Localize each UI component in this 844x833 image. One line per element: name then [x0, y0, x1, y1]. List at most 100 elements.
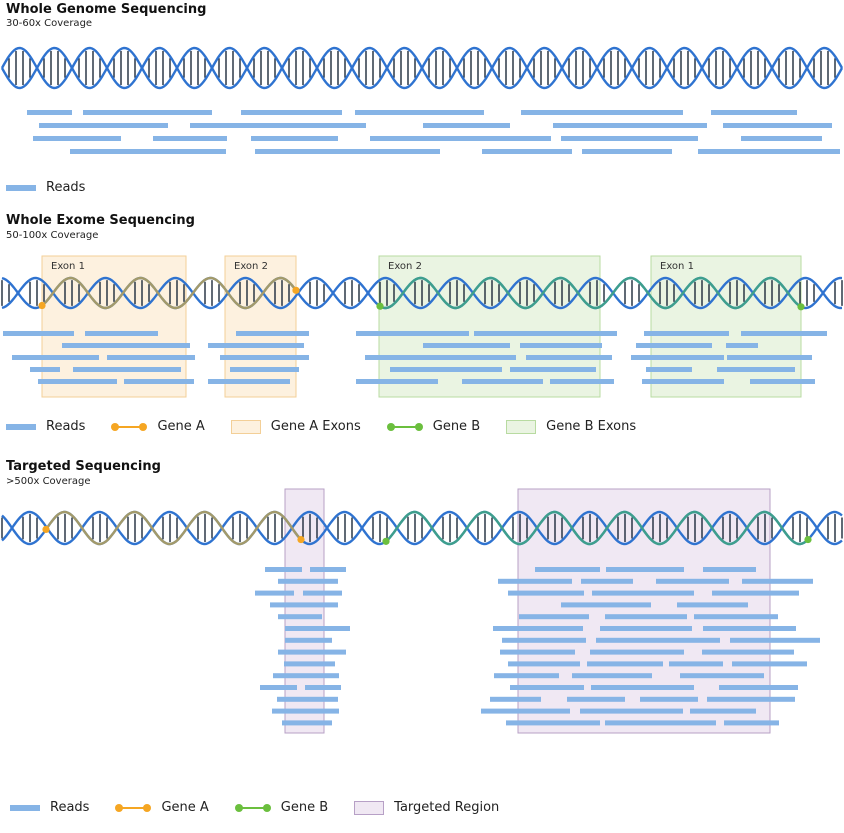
read [208, 379, 290, 384]
dna-strand [0, 46, 844, 90]
read [742, 578, 813, 584]
read [494, 673, 559, 679]
read [190, 123, 366, 128]
read [62, 343, 190, 348]
read [723, 123, 832, 128]
read [270, 602, 338, 608]
read [70, 149, 226, 154]
read [493, 626, 583, 631]
gene-b-strand [379, 276, 801, 310]
read [482, 149, 572, 154]
dna-strand [1, 510, 843, 546]
legend-gene-b-exons-label: Gene B Exons [546, 419, 637, 434]
legend-reads: Reads [10, 800, 89, 815]
read [230, 367, 299, 372]
read [680, 673, 764, 679]
legend-reads: Reads [6, 419, 85, 434]
read [677, 602, 748, 608]
read [83, 110, 212, 115]
gene-b-strand [385, 510, 809, 546]
read [631, 355, 724, 360]
read [208, 343, 304, 348]
read [580, 708, 683, 714]
read [520, 343, 602, 348]
wes-title: Whole Exome Sequencing [6, 213, 195, 228]
read [251, 136, 338, 141]
read [707, 696, 795, 702]
read [153, 136, 227, 141]
read [27, 110, 72, 115]
read [220, 355, 309, 360]
read [712, 590, 799, 596]
read [591, 685, 694, 690]
read [33, 136, 121, 141]
read [711, 110, 797, 115]
read [30, 367, 60, 372]
gene-b-start-dot [376, 302, 384, 310]
read [365, 355, 516, 360]
read [278, 614, 322, 620]
exon-label: Exon 2 [234, 261, 268, 272]
legend-gene-b: Gene B [234, 800, 328, 815]
read [703, 567, 756, 572]
read [646, 367, 692, 372]
read [741, 136, 822, 141]
dna-helices [0, 46, 844, 546]
reads-swatch [6, 184, 36, 191]
read [703, 626, 796, 631]
read [510, 685, 584, 690]
read [526, 355, 612, 360]
read [38, 379, 117, 384]
legend-targeted-region: Targeted Region [354, 800, 499, 815]
legend-gene-a: Gene A [115, 800, 209, 815]
read [510, 367, 596, 372]
read [282, 720, 332, 726]
exon-box [224, 255, 297, 398]
read [606, 567, 684, 572]
gene-a-end-dot [297, 535, 305, 544]
reads-swatch [10, 804, 40, 811]
gene-b-end-dot [804, 535, 812, 544]
read [356, 331, 469, 336]
read [285, 637, 332, 643]
read [481, 708, 570, 714]
read [508, 590, 584, 596]
gene-a-start-dot [38, 301, 46, 310]
read [390, 367, 502, 372]
legend-targeted-region-label: Targeted Region [394, 800, 500, 815]
read [39, 123, 168, 128]
wes-legend: Reads Gene A Gene A Exons Gene B Gene B … [6, 419, 662, 434]
read [490, 696, 541, 702]
read [717, 367, 795, 372]
read [255, 149, 440, 154]
gene-a-exons-swatch [230, 419, 261, 434]
wgs-title: Whole Genome Sequencing [6, 2, 207, 17]
legend-gene-a: Gene A [111, 419, 205, 434]
read [656, 578, 729, 584]
legend-reads: Reads [6, 180, 85, 195]
exon-label: Exon 1 [51, 261, 85, 272]
read [272, 708, 339, 714]
read [590, 649, 684, 655]
gene-b-end-dot [797, 303, 805, 311]
exon-label: Exon 1 [660, 261, 694, 272]
legend-gene-b-exons: Gene B Exons [506, 419, 636, 434]
wgs-legend: Reads [6, 180, 111, 195]
gene-b-start-dot [382, 537, 390, 545]
read [669, 661, 723, 667]
read [278, 649, 346, 655]
read [596, 637, 720, 643]
read [726, 343, 758, 348]
read [730, 637, 820, 643]
read [702, 649, 794, 655]
ts-legend: Reads Gene A Gene B Targeted Region [10, 800, 525, 815]
read [12, 355, 99, 360]
read [236, 331, 309, 336]
gene-b-swatch [386, 422, 423, 431]
read [719, 685, 798, 690]
exon-box [650, 255, 802, 398]
read [356, 379, 438, 384]
read [124, 379, 194, 384]
ts-title: Targeted Sequencing [6, 459, 161, 474]
read [567, 696, 625, 702]
